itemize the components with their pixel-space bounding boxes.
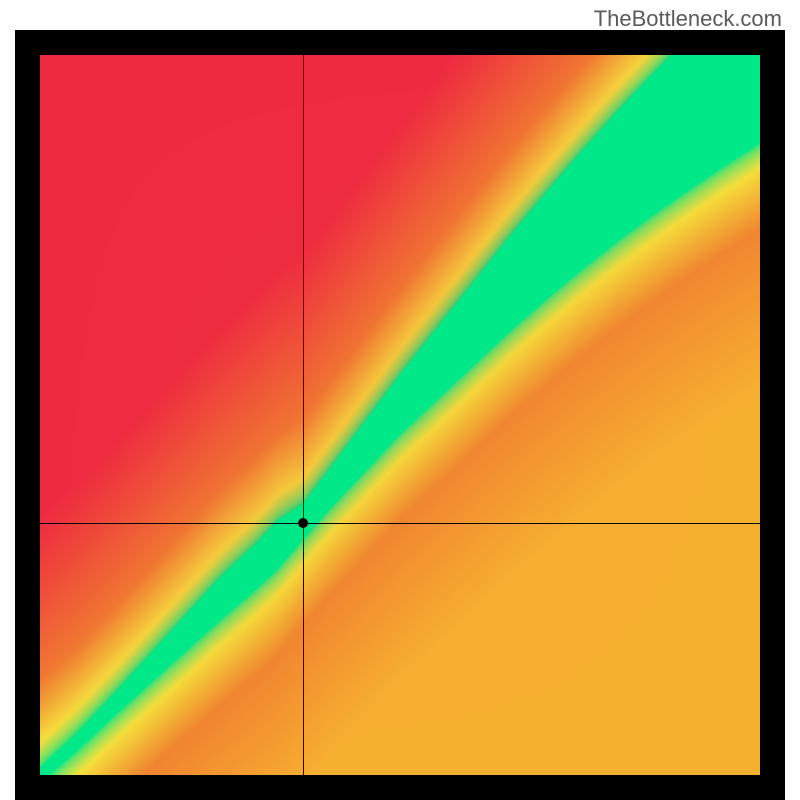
- selection-dot: [298, 518, 308, 528]
- bottleneck-heatmap: [40, 55, 760, 775]
- plot-frame: [15, 30, 785, 800]
- crosshair-horizontal: [40, 523, 760, 524]
- watermark-text: TheBottleneck.com: [594, 6, 782, 32]
- crosshair-vertical: [303, 55, 304, 775]
- chart-container: TheBottleneck.com: [0, 0, 800, 800]
